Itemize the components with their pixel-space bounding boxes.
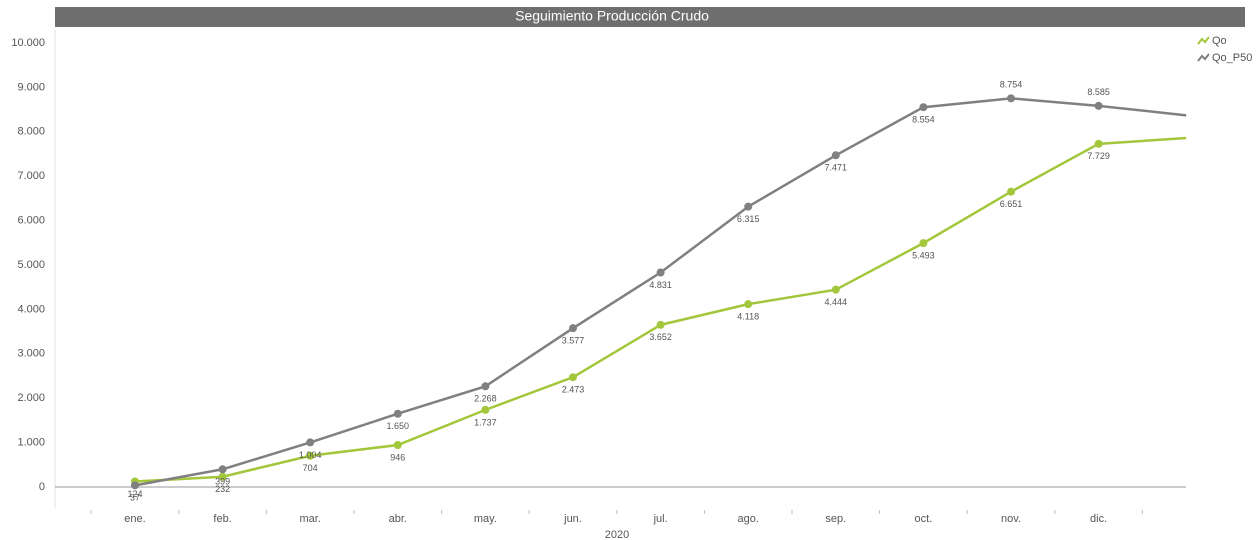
y-tick-label: 4.000 bbox=[17, 303, 45, 315]
value-label: 1.737 bbox=[474, 417, 497, 427]
point bbox=[831, 285, 840, 294]
point bbox=[393, 440, 402, 449]
point bbox=[919, 239, 928, 248]
point bbox=[218, 472, 227, 481]
point bbox=[919, 103, 928, 112]
y-tick-label: 6.000 bbox=[17, 215, 45, 227]
value-label: 946 bbox=[390, 452, 405, 462]
point bbox=[481, 382, 490, 391]
value-label: 2.473 bbox=[562, 385, 585, 395]
value-label: 399 bbox=[215, 477, 230, 487]
value-label: 7.729 bbox=[1087, 151, 1110, 161]
point bbox=[569, 373, 577, 382]
point bbox=[131, 481, 139, 490]
point bbox=[569, 324, 577, 333]
point bbox=[1007, 94, 1015, 103]
point bbox=[1094, 139, 1103, 148]
x-tick-label: dic. bbox=[1090, 513, 1107, 525]
value-label: 4.444 bbox=[825, 297, 848, 307]
point bbox=[744, 202, 753, 211]
value-label: 1.650 bbox=[387, 421, 410, 431]
value-label: 4.831 bbox=[649, 280, 672, 290]
value-label: 1.004 bbox=[299, 450, 322, 460]
value-label: 4.118 bbox=[737, 312, 759, 322]
legend-label: Qo_P50 bbox=[1212, 52, 1252, 64]
y-tick-label: 8.000 bbox=[17, 126, 45, 138]
value-label: 2.268 bbox=[474, 394, 497, 404]
point bbox=[744, 300, 753, 309]
x-axis-title: 2020 bbox=[605, 529, 629, 540]
x-tick-label: mar. bbox=[299, 513, 320, 525]
point bbox=[831, 151, 840, 160]
value-label: 3.652 bbox=[649, 332, 672, 342]
y-tick-label: 5.000 bbox=[17, 259, 45, 271]
point bbox=[1007, 187, 1015, 196]
x-tick-label: jun. bbox=[563, 513, 582, 525]
value-label: 6.315 bbox=[737, 214, 760, 224]
value-label: 7.471 bbox=[825, 163, 848, 173]
value-label: 5.493 bbox=[912, 250, 935, 260]
point bbox=[656, 320, 665, 329]
y-tick-label: 7.000 bbox=[17, 170, 45, 182]
y-tick-label: 9.000 bbox=[17, 81, 45, 93]
value-label: 8.754 bbox=[1000, 80, 1023, 90]
point bbox=[218, 465, 227, 474]
x-tick-label: abr. bbox=[389, 513, 407, 525]
y-tick-label: 10.000 bbox=[11, 37, 45, 49]
y-tick-label: 3.000 bbox=[17, 348, 45, 360]
value-label: 8.554 bbox=[912, 115, 935, 125]
x-tick-label: ago. bbox=[737, 513, 758, 525]
x-tick-label: ene. bbox=[124, 513, 145, 525]
point bbox=[481, 405, 490, 414]
series-line bbox=[134, 97, 1187, 487]
point bbox=[656, 268, 665, 277]
y-tick-label: 1.000 bbox=[17, 437, 45, 449]
y-tick-label: 2.000 bbox=[17, 392, 45, 404]
x-tick-label: oct. bbox=[915, 513, 933, 525]
value-label: 124 bbox=[127, 489, 142, 499]
x-tick-label: feb. bbox=[213, 513, 231, 525]
x-tick-label: nov. bbox=[1001, 513, 1021, 525]
title-bar bbox=[55, 7, 1245, 27]
chart-title: Seguimiento Producción Crudo bbox=[515, 8, 709, 24]
series-line bbox=[134, 136, 1187, 483]
value-label: 232 bbox=[215, 484, 230, 494]
point bbox=[306, 451, 315, 460]
y-tick-label: 0 bbox=[39, 481, 45, 493]
value-label: 37 bbox=[130, 493, 140, 503]
point bbox=[393, 409, 402, 418]
value-label: 6.651 bbox=[1000, 199, 1023, 209]
value-label: 704 bbox=[303, 463, 318, 473]
legend-label: Qo bbox=[1212, 35, 1227, 47]
value-label: 8.585 bbox=[1087, 87, 1110, 97]
x-tick-label: jul. bbox=[653, 513, 668, 525]
legend-icon bbox=[1197, 53, 1210, 62]
value-label: 3.577 bbox=[562, 336, 585, 346]
point bbox=[1094, 101, 1103, 110]
legend-icon bbox=[1197, 36, 1210, 45]
point bbox=[306, 438, 315, 447]
x-tick-label: sep. bbox=[825, 513, 846, 525]
x-tick-label: may. bbox=[474, 513, 497, 525]
